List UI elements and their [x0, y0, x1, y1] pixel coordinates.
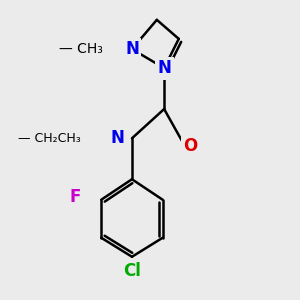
Text: — CH₂CH₃: — CH₂CH₃: [18, 132, 81, 145]
Text: F: F: [69, 188, 81, 206]
Text: — CH₃: — CH₃: [59, 42, 103, 56]
Text: N: N: [110, 129, 124, 147]
Text: Cl: Cl: [123, 262, 141, 280]
Text: N: N: [125, 40, 139, 58]
Text: O: O: [183, 136, 198, 154]
Text: N: N: [157, 59, 171, 77]
